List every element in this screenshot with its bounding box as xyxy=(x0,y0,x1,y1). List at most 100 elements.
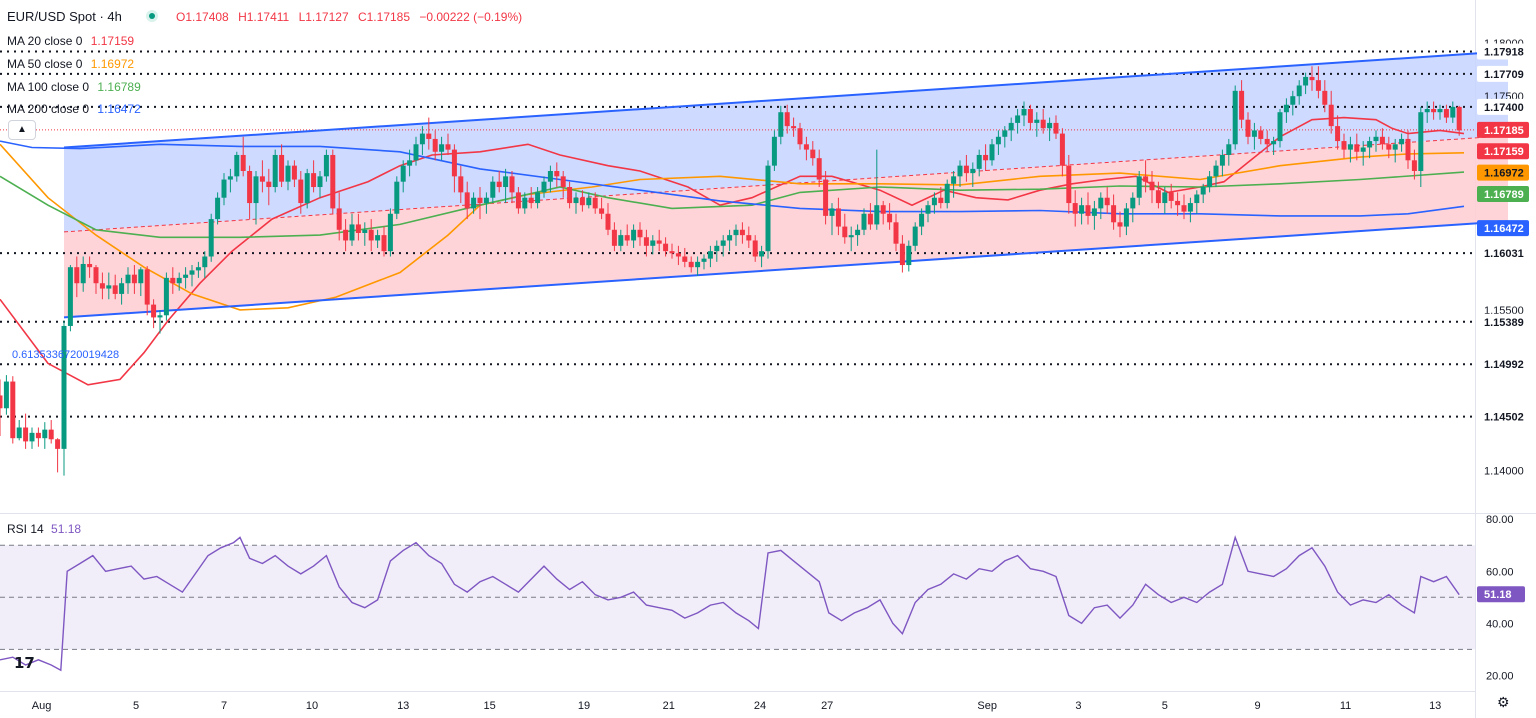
candle-body xyxy=(829,208,835,216)
candle-body xyxy=(970,168,976,174)
ma-line-ma20 xyxy=(0,116,1465,386)
candle xyxy=(311,160,317,193)
rsi-legend[interactable]: RSI 14 51.18 xyxy=(7,522,81,536)
price-label: 1.17400 xyxy=(1477,98,1529,115)
ohlc-readout: O1.17408 H1.17411 L1.17127 C1.17185 −0.0… xyxy=(176,10,528,24)
candle-body xyxy=(125,274,131,284)
candle xyxy=(138,267,144,297)
candle-body xyxy=(195,267,201,271)
candle-body xyxy=(1360,147,1366,152)
rsi-line xyxy=(0,535,1460,672)
candle-body xyxy=(375,235,381,241)
candle xyxy=(951,171,957,198)
candle-body xyxy=(797,128,803,145)
candle-body xyxy=(151,304,157,318)
candle-body xyxy=(599,208,605,214)
candle xyxy=(112,274,118,300)
candle xyxy=(688,256,694,273)
candle xyxy=(816,149,822,188)
candle-body xyxy=(1040,119,1046,129)
candle xyxy=(938,187,944,209)
candle xyxy=(285,160,291,191)
candle xyxy=(579,190,585,212)
candle xyxy=(963,154,969,182)
candle xyxy=(867,203,873,230)
candle xyxy=(1411,149,1417,180)
candle xyxy=(157,309,163,334)
collapse-legend-button[interactable]: ▲ xyxy=(8,120,36,140)
time-tick-label: 13 xyxy=(397,700,409,712)
ma50-legend[interactable]: MA 50 close 0 1.16972 xyxy=(7,57,134,71)
candle-body xyxy=(234,154,240,177)
candle xyxy=(419,126,425,155)
candle-body xyxy=(746,235,752,241)
candle xyxy=(477,187,483,220)
candle-body xyxy=(298,179,304,204)
candle xyxy=(151,299,157,329)
candle-body xyxy=(1053,122,1059,134)
price-axis[interactable]: 1.180001.175001.155001.140001.179181.177… xyxy=(1477,38,1529,683)
candle xyxy=(1251,122,1257,150)
tradingview-logo-icon[interactable]: 17 xyxy=(14,654,35,672)
candle xyxy=(394,176,400,220)
time-tick-label: 7 xyxy=(221,700,227,712)
price-label-text: 1.17918 xyxy=(1484,47,1524,59)
candle-body xyxy=(944,183,950,204)
candle xyxy=(215,192,221,225)
candle xyxy=(970,162,976,188)
gear-icon[interactable]: ⚙ xyxy=(1497,694,1510,710)
ma-line-ma100 xyxy=(0,171,1465,239)
candle xyxy=(195,261,201,278)
candle-body xyxy=(221,179,227,198)
candle xyxy=(669,243,675,259)
ma100-legend[interactable]: MA 100 close 0 1.16789 xyxy=(7,80,141,94)
ma200-legend[interactable]: MA 200 close 0 1.16472 xyxy=(7,102,141,116)
candle-body xyxy=(1047,122,1053,129)
candle-body xyxy=(995,136,1001,145)
candle xyxy=(1162,187,1168,214)
candle-body xyxy=(675,253,681,257)
ma20-legend[interactable]: MA 20 close 0 1.17159 xyxy=(7,34,134,48)
symbol-title[interactable]: EUR/USD Spot · 4h xyxy=(7,9,122,24)
candle-body xyxy=(778,112,784,137)
rsi-pane[interactable] xyxy=(0,535,1475,672)
candle xyxy=(1418,106,1424,188)
candle xyxy=(682,247,688,268)
candle xyxy=(221,173,227,206)
channel-lower-line xyxy=(63,220,1509,319)
candle-body xyxy=(1328,104,1334,127)
ma50-value: 1.16972 xyxy=(90,57,135,71)
candle xyxy=(1053,115,1059,139)
candle-body xyxy=(707,251,713,259)
candle xyxy=(323,149,329,182)
candle-body xyxy=(1117,222,1123,227)
candle xyxy=(541,176,547,198)
candle xyxy=(1245,112,1251,145)
time-tick-label: 9 xyxy=(1255,700,1261,712)
candle xyxy=(880,200,886,225)
candle-body xyxy=(1245,119,1251,137)
candle-body xyxy=(400,165,406,182)
ma100-label: MA 100 close 0 xyxy=(7,80,90,94)
candle xyxy=(163,272,169,321)
candle xyxy=(637,222,643,246)
candle xyxy=(67,265,73,332)
candle-body xyxy=(1079,205,1085,214)
candle-body xyxy=(1283,104,1289,113)
candle xyxy=(1213,160,1219,188)
candle xyxy=(93,265,99,294)
candle-body xyxy=(1424,109,1430,113)
time-axis[interactable]: Aug 5 7 10 13 15 19 21 24 27 Sep 3 5 9 11 13 xyxy=(32,700,1442,712)
candle xyxy=(253,171,259,225)
candle-body xyxy=(669,251,675,254)
candle xyxy=(797,122,803,150)
candle-body xyxy=(1232,90,1238,145)
candle-body xyxy=(1226,144,1232,155)
candle-body xyxy=(515,192,521,209)
candle xyxy=(1424,101,1430,123)
candle-body xyxy=(1456,106,1462,131)
candle xyxy=(1117,211,1123,238)
candle xyxy=(1104,187,1110,214)
